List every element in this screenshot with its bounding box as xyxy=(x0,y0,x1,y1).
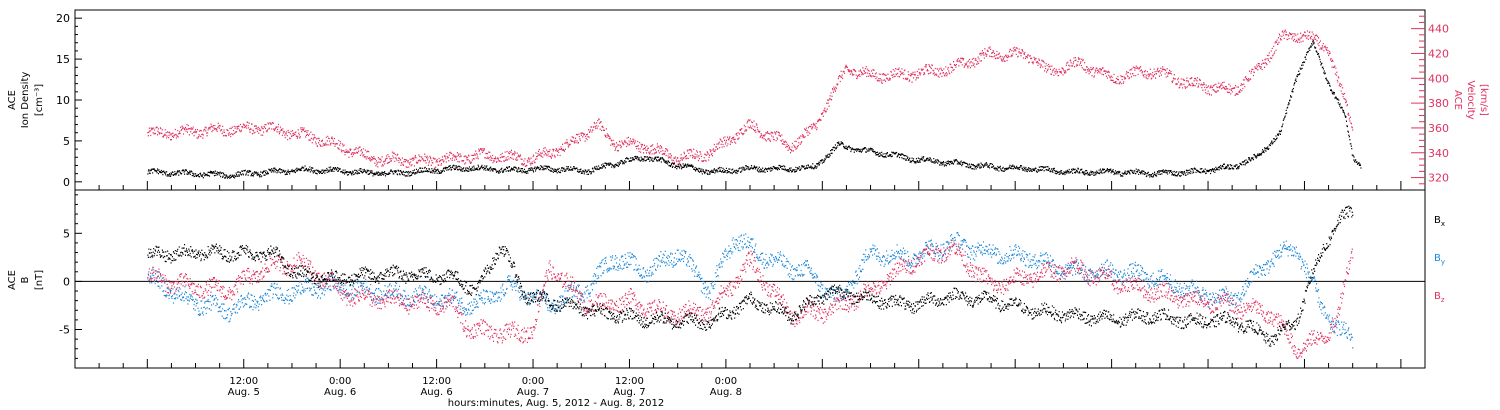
density-tick-label: 20 xyxy=(56,12,70,25)
time-tick-label: 12:00 xyxy=(229,376,258,387)
legend-by-base: B xyxy=(1434,253,1441,264)
b-legend: Bx By Bz xyxy=(1434,215,1445,304)
b-label-line2: B xyxy=(20,276,31,283)
velocity-axis-label: ACE Velocity [km/s] xyxy=(1452,80,1489,119)
time-tick-label: 0:00 xyxy=(715,376,737,387)
legend-bx: Bx xyxy=(1434,215,1445,228)
b-tick-label: 0 xyxy=(63,275,70,288)
b-axis-label: ACE B [nT] xyxy=(7,270,45,290)
b-tick-label: 5 xyxy=(63,227,70,240)
velocity-label-line1: ACE xyxy=(1452,90,1463,110)
date-tick-label: Aug. 8 xyxy=(710,387,742,398)
legend-bz-sub: z xyxy=(1441,296,1445,304)
velocity-tick-label: 400 xyxy=(1428,72,1449,85)
time-tick-label: 12:00 xyxy=(422,376,451,387)
velocity-tick-label: 440 xyxy=(1428,23,1449,36)
date-tick-label: Aug. 5 xyxy=(228,387,260,398)
density-tick-label: 5 xyxy=(63,135,70,148)
x-axis-title: hours:minutes, Aug. 5, 2012 - Aug. 8, 20… xyxy=(448,398,664,409)
velocity-tick-label: 360 xyxy=(1428,122,1449,135)
density-label-line1: ACE xyxy=(7,90,18,110)
density-tick-label: 0 xyxy=(63,176,70,189)
density-tick-label: 10 xyxy=(56,94,70,107)
velocity-label-line3: [km/s] xyxy=(1478,84,1489,116)
top-panel-frame xyxy=(74,9,1426,191)
by-points xyxy=(147,232,1354,349)
legend-bz: Bz xyxy=(1434,291,1445,304)
time-tick-label: 12:00 xyxy=(615,376,644,387)
top-panel-data xyxy=(147,29,1362,179)
velocity-tick-label: 380 xyxy=(1428,97,1449,110)
density-velocity-panel: 0 5 10 15 20 320 340 360 380 400 420 440 ACE Ion De… xyxy=(7,9,1489,191)
bz-points xyxy=(147,239,1354,359)
bx-points xyxy=(147,205,1354,347)
legend-by: By xyxy=(1434,253,1445,266)
date-tick-label: Aug. 7 xyxy=(517,387,549,398)
density-points xyxy=(147,40,1362,179)
velocity-tick-label: 340 xyxy=(1428,147,1449,160)
velocity-points xyxy=(147,29,1354,169)
bottom-panel-frame xyxy=(74,189,1426,369)
date-tick-label: Aug. 6 xyxy=(420,387,452,398)
velocity-tick-label: 420 xyxy=(1428,47,1449,60)
legend-bz-base: B xyxy=(1434,291,1441,302)
bz-series xyxy=(147,239,1354,359)
date-tick-label: Aug. 6 xyxy=(324,387,356,398)
top-panel-ticks: 0 5 10 15 20 320 340 360 380 400 420 440 xyxy=(56,12,1449,189)
density-label-line3: [cm⁻³] xyxy=(34,84,45,116)
b-tick-label: -5 xyxy=(59,324,70,337)
legend-bx-base: B xyxy=(1434,215,1441,226)
time-tick-label: 0:00 xyxy=(522,376,544,387)
density-series xyxy=(147,40,1362,179)
date-tick-label: Aug. 7 xyxy=(613,387,645,398)
velocity-tick-label: 320 xyxy=(1428,172,1449,185)
time-tick-label: 0:00 xyxy=(329,376,351,387)
bottom-panel-data xyxy=(147,205,1354,359)
density-tick-label: 15 xyxy=(56,53,70,66)
density-axis-label: ACE Ion Density [cm⁻³] xyxy=(7,72,45,129)
bx-series xyxy=(147,205,1354,347)
magnetic-field-panel: -5 0 5 ACE B [nT] Bx By Bz xyxy=(7,189,1445,369)
b-label-line3: [nT] xyxy=(34,270,45,290)
velocity-series xyxy=(147,29,1354,169)
density-label-line2: Ion Density xyxy=(20,72,31,129)
legend-by-sub: y xyxy=(1441,258,1445,266)
b-label-line1: ACE xyxy=(7,270,18,290)
legend-bx-sub: x xyxy=(1441,220,1445,228)
velocity-label-line2: Velocity xyxy=(1465,80,1476,119)
by-series xyxy=(147,232,1354,349)
